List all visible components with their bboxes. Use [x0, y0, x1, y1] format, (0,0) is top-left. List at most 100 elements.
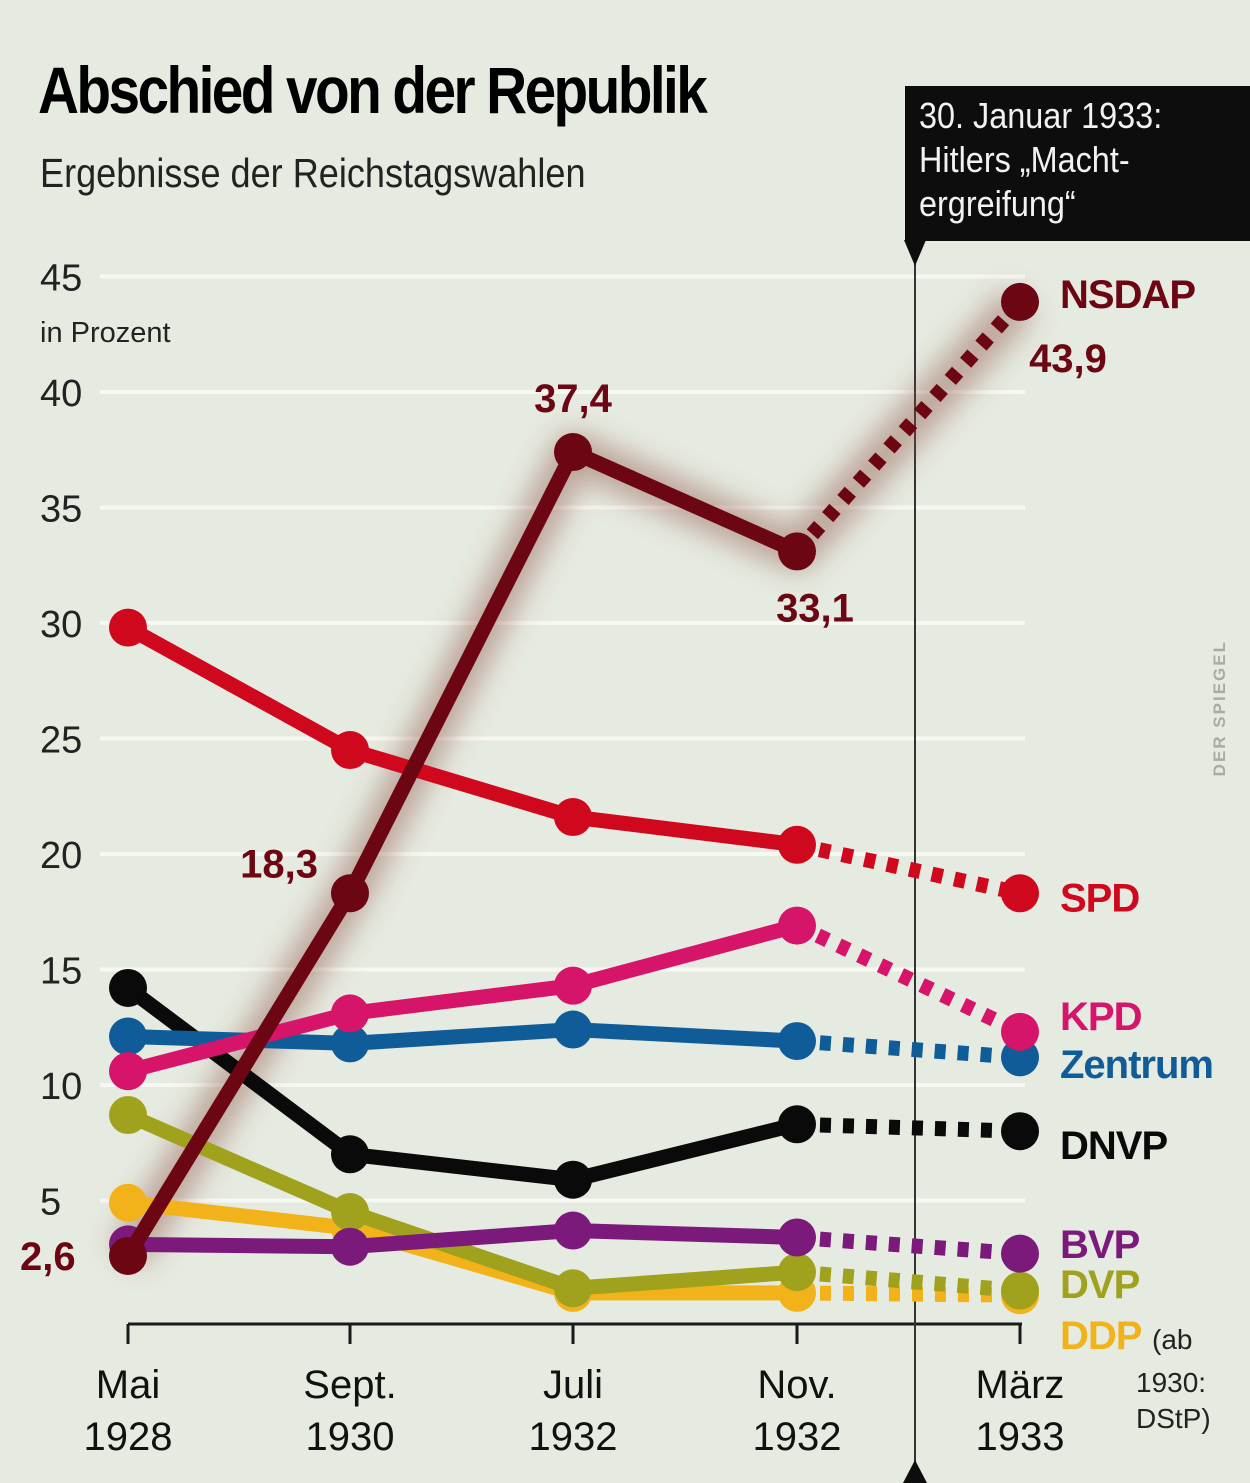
- series-label-spd: SPD: [1060, 876, 1139, 920]
- y-tick-label: 30: [40, 604, 82, 646]
- data-point: [109, 1236, 147, 1275]
- series-label-ddp: DDP: [1060, 1314, 1142, 1358]
- series-line-dashed: [796, 1229, 1021, 1262]
- y-tick-label: 5: [40, 1182, 61, 1224]
- data-point: [331, 1193, 369, 1232]
- series-line-solid: [127, 1223, 798, 1255]
- x-tick-label-year: 1932: [529, 1415, 618, 1459]
- y-tick-label: 40: [40, 373, 82, 415]
- y-tick-label: 10: [40, 1066, 82, 1108]
- series-line-dashed: [796, 1116, 1021, 1139]
- source-credit: DER SPIEGEL: [1210, 640, 1229, 777]
- data-point: [109, 1052, 147, 1091]
- data-point: [554, 966, 592, 1005]
- data-point: [331, 994, 369, 1033]
- data-point: [109, 1017, 147, 1056]
- data-point: [778, 1218, 816, 1257]
- x-tick-label-month: Mai: [96, 1363, 160, 1407]
- series-label-dnvp: DNVP: [1060, 1124, 1167, 1168]
- series-line-dashed: [793, 918, 1024, 1039]
- series-line-solid: [124, 1108, 798, 1296]
- series-spd: [109, 608, 1039, 913]
- callout-line-3: ergreifung“: [919, 183, 1076, 224]
- data-point: [554, 1269, 592, 1308]
- data-point: [331, 1024, 369, 1063]
- x-tick-label-month: Sept.: [303, 1363, 396, 1407]
- x-tick-label-year: 1933: [976, 1415, 1065, 1459]
- data-point: [554, 1010, 592, 1049]
- data-point: [778, 1022, 816, 1061]
- y-tick-label: 35: [40, 489, 82, 531]
- x-tick-label-month: Nov.: [757, 1363, 836, 1407]
- data-point: [331, 1227, 369, 1266]
- series-line-dashed: [795, 837, 1022, 901]
- x-axis: [126, 1322, 1022, 1344]
- y-tick-label: 25: [40, 720, 82, 762]
- data-point: [109, 608, 147, 647]
- nsdap-data-label: 37,4: [534, 377, 613, 421]
- series-label-dvp: DVP: [1060, 1263, 1140, 1307]
- callout-pointer: [904, 240, 926, 266]
- event-callout: 30. Januar 1933: Hitlers „Macht- ergreif…: [905, 86, 1250, 241]
- ddp-footnote: (ab: [1152, 1324, 1192, 1355]
- data-point: [1001, 1012, 1039, 1051]
- data-point: [1001, 1234, 1039, 1273]
- event-marker-arrow: [903, 1460, 927, 1483]
- data-point: [109, 968, 147, 1007]
- ddp-footnote: DStP): [1136, 1403, 1211, 1434]
- data-point: [778, 1253, 816, 1292]
- series-label-zentrum: Zentrum: [1060, 1043, 1213, 1087]
- data-point: [1001, 282, 1039, 321]
- data-point: [554, 433, 592, 472]
- x-tick-label-year: 1930: [306, 1415, 395, 1459]
- series-nsdap: [109, 282, 1039, 1275]
- ddp-footnote: 1930:: [1136, 1367, 1206, 1398]
- series-line-dashed: [796, 1264, 1021, 1299]
- y-tick-label: 20: [40, 835, 82, 877]
- x-tick-label-month: März: [976, 1363, 1065, 1407]
- series-label-bvp: BVP: [1060, 1223, 1140, 1267]
- data-point: [109, 1096, 147, 1135]
- data-point: [778, 532, 816, 571]
- callout-line-1: 30. Januar 1933:: [919, 95, 1163, 136]
- chart-subtitle: Ergebnisse der Reichstagswahlen: [40, 150, 586, 196]
- x-tick-label-month: Juli: [543, 1363, 603, 1407]
- data-point: [1001, 1271, 1039, 1310]
- nsdap-data-label: 2,6: [20, 1235, 76, 1279]
- series-dvp: [109, 1096, 1039, 1310]
- data-point: [778, 1105, 816, 1144]
- data-point: [331, 1135, 369, 1174]
- series-label-kpd: KPD: [1060, 995, 1142, 1039]
- chart-title: Abschied von der Republik: [38, 53, 708, 127]
- y-axis-label: in Prozent: [40, 317, 171, 349]
- series-line-solid: [121, 444, 801, 1260]
- data-point: [778, 906, 816, 945]
- series-label-nsdap: NSDAP: [1060, 273, 1195, 317]
- callout-line-2: Hitlers „Macht-: [919, 139, 1130, 180]
- data-point: [1001, 1112, 1039, 1151]
- nsdap-data-label: 18,3: [240, 842, 318, 886]
- data-point: [1001, 874, 1039, 913]
- data-point: [554, 1211, 592, 1250]
- data-point: [109, 1183, 147, 1222]
- data-point: [331, 874, 369, 913]
- series-line-solid: [126, 918, 799, 1079]
- data-point: [331, 731, 369, 770]
- y-tick-label: 45: [40, 258, 82, 300]
- data-point: [554, 1160, 592, 1199]
- nsdap-data-label: 33,1: [776, 586, 854, 630]
- series-kpd: [109, 906, 1039, 1091]
- series-line-solid: [127, 1195, 797, 1301]
- series-line-dashed: [791, 296, 1026, 557]
- y-tick-label: 15: [40, 951, 82, 993]
- x-tick-label-year: 1932: [753, 1415, 842, 1459]
- labels: 5 10 15 20 25 30 35 40 45 in Prozent Mai 1928 Sept. 1…: [20, 258, 1214, 1460]
- data-point: [554, 798, 592, 837]
- data-point: [778, 825, 816, 864]
- series-line-dashed: [796, 1033, 1021, 1065]
- series-lines: [109, 282, 1039, 1315]
- x-tick-label-year: 1928: [84, 1415, 173, 1459]
- nsdap-data-label: 43,9: [1029, 337, 1107, 381]
- series-line-solid: [124, 621, 798, 853]
